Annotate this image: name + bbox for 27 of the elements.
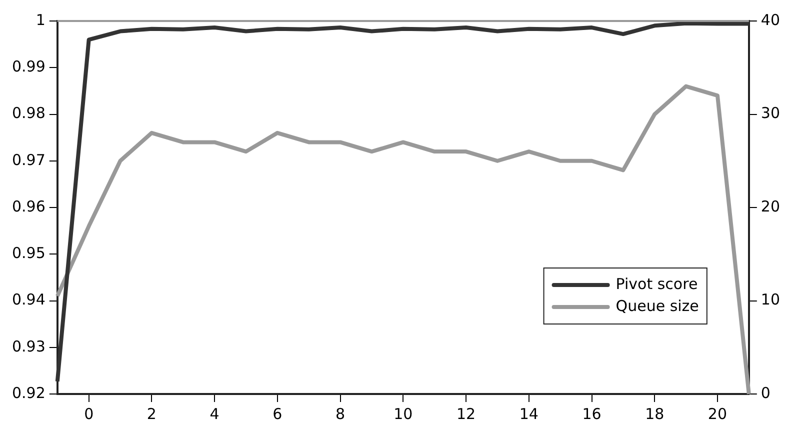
x-tick-label: 2 bbox=[146, 404, 156, 423]
x-tick-label: 14 bbox=[519, 404, 538, 423]
y-tick-label: 0.93 bbox=[12, 337, 46, 356]
legend-label: Queue size bbox=[616, 296, 699, 315]
y-tick-label: 0.97 bbox=[12, 150, 46, 169]
y2-tick-label: 40 bbox=[760, 10, 780, 29]
y2-tick-label: 30 bbox=[760, 104, 780, 122]
x-tick-label: 12 bbox=[456, 404, 476, 423]
y2-tick-label: 20 bbox=[760, 197, 780, 216]
x-tick-label: 0 bbox=[84, 404, 94, 423]
y-tick-label: 0.96 bbox=[12, 197, 46, 216]
legend-label: Pivot score bbox=[616, 274, 698, 293]
x-tick-label: 16 bbox=[582, 404, 602, 423]
x-tick-label: 8 bbox=[336, 404, 346, 423]
x-tick-label: 18 bbox=[645, 404, 664, 423]
y-tick-label: 0.92 bbox=[12, 384, 46, 402]
y-tick-label: 0.94 bbox=[12, 290, 46, 309]
y2-tick-label: 10 bbox=[760, 290, 780, 309]
x-tick-label: 6 bbox=[272, 404, 282, 423]
y-tick-label: 0.98 bbox=[12, 104, 46, 122]
y-tick-label: 0.99 bbox=[12, 58, 46, 76]
y-tick-label: 0.95 bbox=[12, 244, 46, 262]
y-tick-label: 1 bbox=[36, 10, 46, 29]
y2-tick-label: 0 bbox=[760, 384, 770, 402]
x-tick-label: 10 bbox=[394, 404, 413, 423]
x-tick-label: 4 bbox=[210, 404, 220, 423]
x-tick-label: 20 bbox=[708, 404, 728, 423]
